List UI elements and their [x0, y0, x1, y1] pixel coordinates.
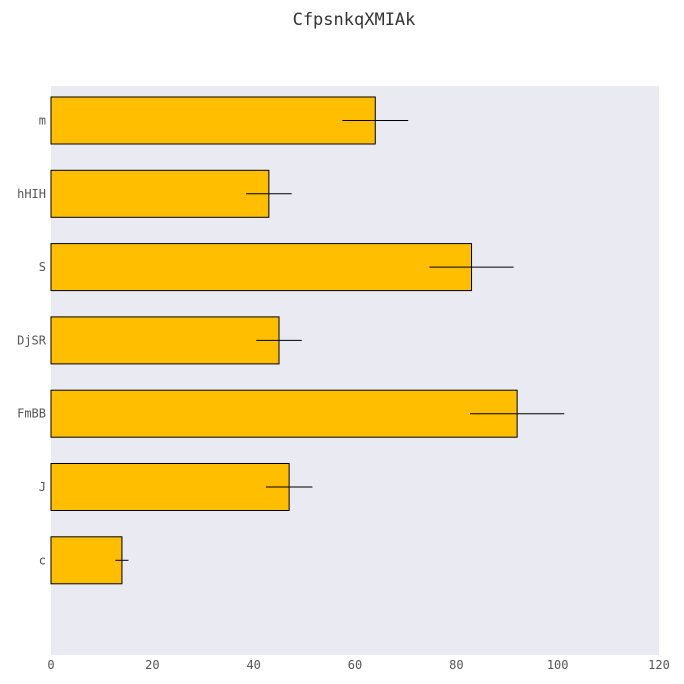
- y-tick-label: FmBB: [17, 407, 46, 421]
- y-tick-label: c: [39, 553, 46, 567]
- bar-c: [50, 536, 123, 585]
- y-tick-label: DjSR: [17, 333, 47, 347]
- y-tick-label: hHIH: [17, 187, 46, 201]
- x-tick-labels: 0 20 40 60 80 100 120: [47, 658, 669, 672]
- bar-FmBB: [50, 389, 518, 438]
- y-tick-label: m: [39, 114, 46, 128]
- bar-hHIH: [50, 169, 270, 218]
- y-tick-label: S: [39, 260, 46, 274]
- x-tick-label: 80: [449, 658, 463, 672]
- error-bars-group: [115, 120, 565, 561]
- bar-DjSR: [50, 316, 280, 365]
- x-tick-label: 0: [47, 658, 54, 672]
- chart-title: CfpsnkqXMIAk: [293, 10, 416, 30]
- bars-group: [50, 96, 518, 585]
- x-tick-label: 120: [648, 658, 670, 672]
- y-tick-labels: m hHIH S DjSR FmBB Jc: [17, 114, 47, 568]
- y-tick-label: J: [39, 480, 46, 494]
- bar-S: [50, 243, 473, 292]
- bar-J: [50, 463, 290, 511]
- x-tick-label: 60: [348, 658, 362, 672]
- bar-m: [50, 96, 376, 145]
- x-tick-label: 20: [145, 658, 159, 672]
- x-tick-label: 40: [246, 658, 260, 672]
- x-tick-label: 100: [547, 658, 569, 672]
